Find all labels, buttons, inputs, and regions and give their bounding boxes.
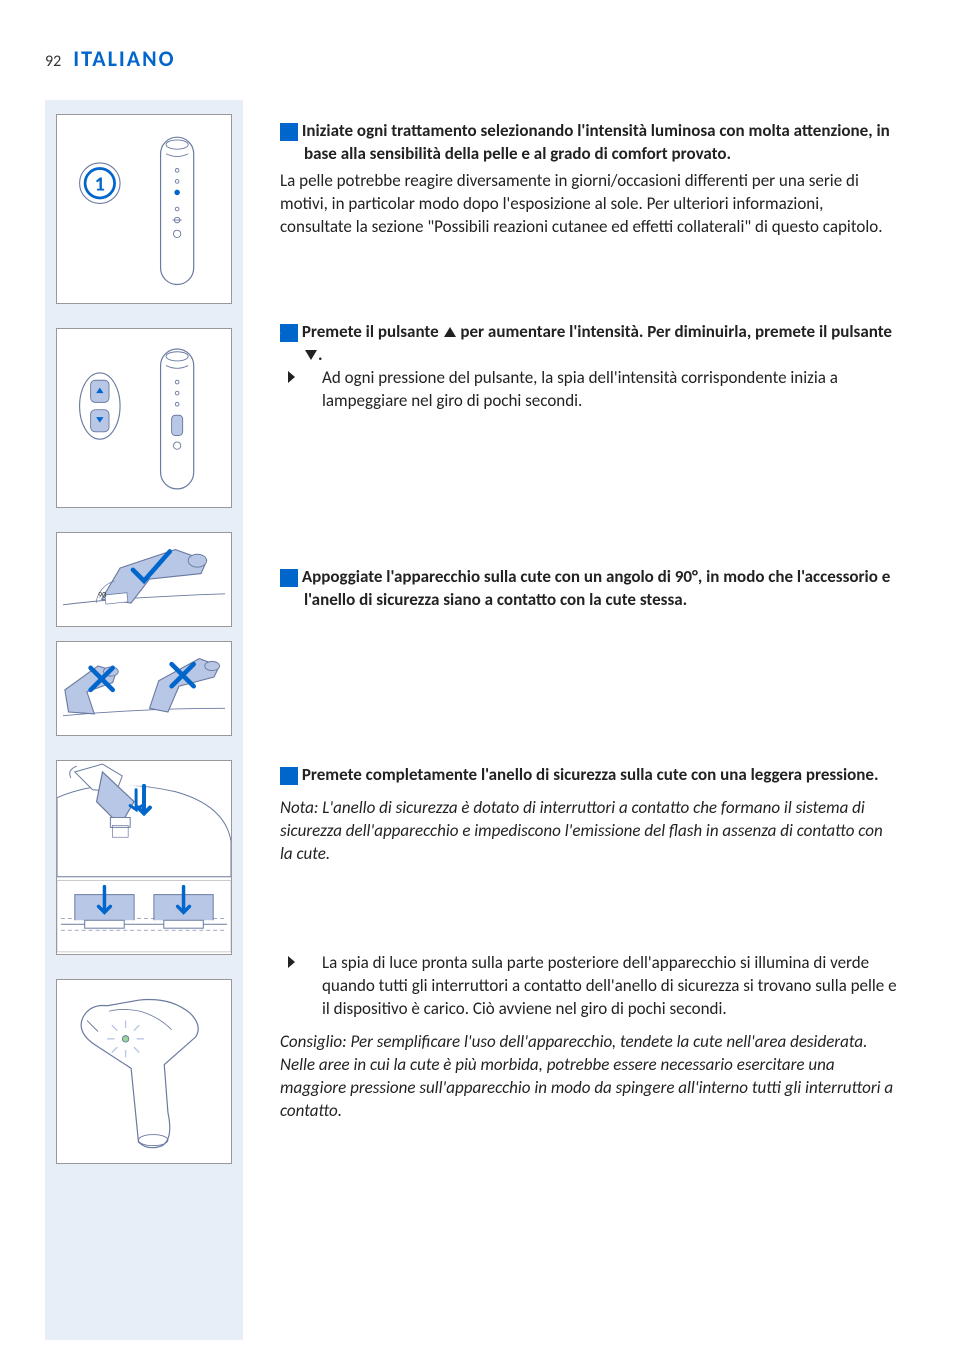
illustration-ready-light [56, 979, 232, 1164]
illustration-sidebar: 1 90 [45, 100, 243, 1340]
tip-text: Consiglio: Per semplificare l'uso dell'a… [280, 1031, 898, 1123]
bullet-icon [286, 955, 296, 969]
step-bold-text: Premete completamente l'anello di sicure… [302, 764, 879, 785]
step-6: 6 Premete completamente l'anello di sicu… [280, 764, 898, 866]
page-number: 92 [45, 52, 61, 71]
illustration-step-6 [56, 760, 232, 955]
step-bold-text: Iniziate ogni trattamento selezionando l… [302, 120, 890, 164]
step-number-badge: 3 [280, 123, 298, 141]
note-text: Nota: L'anello di sicurezza è dotato di … [280, 797, 898, 866]
triangle-up-icon [443, 326, 457, 338]
indicator-number: 1 [95, 173, 105, 197]
bullet-item: La spia di luce pronta sulla parte poste… [280, 952, 898, 1021]
step-3: 3 Iniziate ogni trattamento selezionando… [280, 120, 898, 239]
step-4: 4 Premete il pulsante per aumentare l'in… [280, 321, 898, 413]
ready-light-icon [122, 1035, 128, 1041]
illustration-step-4 [56, 328, 232, 508]
step-number-badge: 4 [280, 324, 298, 342]
step-bold-text: Appoggiate l'apparecchio sulla cute con … [302, 566, 890, 610]
step-bold-text: Premete il pulsante per aumentare l'inte… [302, 321, 892, 365]
illustration-step-5-correct: 90 [56, 532, 232, 627]
illustration-step-5-wrong [56, 641, 232, 736]
step-number-badge: 6 [280, 767, 298, 785]
step-paragraph: La pelle potrebbe reagire diversamente i… [280, 170, 898, 239]
text-content: 3 Iniziate ogni trattamento selezionando… [280, 100, 898, 1203]
step-number-badge: 5 [280, 569, 298, 587]
illustration-step-3: 1 [56, 114, 232, 304]
section-title: Italiano [73, 45, 175, 72]
triangle-down-icon [304, 349, 318, 361]
bullet-icon [286, 370, 296, 384]
bullet-item: Ad ogni pressione del pulsante, la spia … [280, 367, 898, 413]
ready-light-block: La spia di luce pronta sulla parte poste… [280, 952, 898, 1123]
step-5: 5 Appoggiate l'apparecchio sulla cute co… [280, 566, 898, 612]
angle-label: 90 [98, 590, 106, 600]
